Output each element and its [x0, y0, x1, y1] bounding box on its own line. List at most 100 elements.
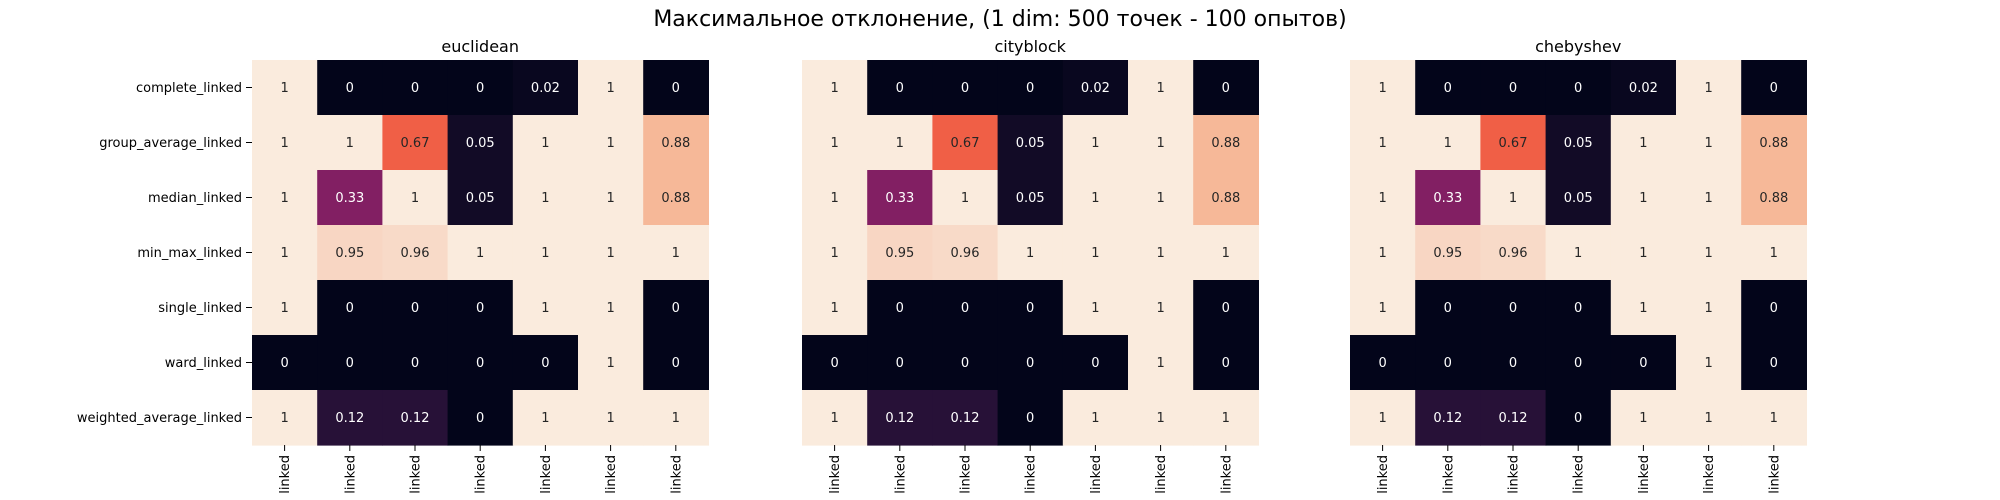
- heatmap-cell: [578, 115, 644, 171]
- x-tick-label: linked: [1441, 455, 1456, 494]
- heatmap-cell: [578, 60, 644, 116]
- x-tick-label: linked: [1154, 455, 1169, 494]
- cell-value-label: 0.88: [661, 191, 690, 206]
- cell-value-label: 1: [1156, 246, 1164, 261]
- heatmap-cell: [1545, 60, 1612, 116]
- heatmap-cell: [867, 335, 933, 391]
- heatmap-cell: [1415, 390, 1481, 446]
- heatmap-cell: [252, 170, 318, 226]
- cell-value-label: 0.95: [885, 246, 914, 261]
- heatmap-cell: [1062, 280, 1129, 336]
- heatmap-cell: [1193, 225, 1259, 281]
- heatmap-cell: [867, 390, 933, 446]
- heatmap-cell: [1676, 170, 1742, 226]
- heatmap-cell: [1415, 280, 1481, 336]
- cell-value-label: 1: [280, 301, 288, 316]
- cell-value-label: 0.33: [1433, 191, 1462, 206]
- cell-value-label: 0: [1026, 81, 1034, 96]
- heatmap-cell: [447, 60, 514, 116]
- heatmap-cell: [578, 170, 644, 226]
- heatmap-cell: [382, 170, 449, 226]
- heatmap-cell: [997, 170, 1064, 226]
- cell-value-label: 1: [1091, 136, 1099, 151]
- heatmap-cell: [1480, 280, 1547, 336]
- heatmap-cell: [447, 115, 514, 171]
- heatmap-cell: [867, 60, 933, 116]
- cell-value-label: 1: [1770, 411, 1778, 426]
- cell-value-label: 1: [1704, 411, 1712, 426]
- heatmap-cell: [512, 335, 579, 391]
- heatmap-cell: [512, 280, 579, 336]
- cell-value-label: 1: [830, 191, 838, 206]
- y-tick-label: weighted_average_linked: [77, 411, 242, 426]
- heatmap-cell: [643, 60, 709, 116]
- heatmap-cell: [932, 390, 999, 446]
- x-tick-label: linked: [1024, 455, 1039, 494]
- cell-value-label: 1: [830, 246, 838, 261]
- heatmap-cell: [997, 335, 1064, 391]
- y-tick-label: complete_linked: [136, 81, 242, 96]
- heatmap-cell: [1676, 60, 1742, 116]
- cell-value-label: 1: [1444, 136, 1452, 151]
- cell-value-label: 1: [1378, 246, 1386, 261]
- cell-value-label: 0: [476, 411, 484, 426]
- cell-value-label: 1: [1156, 411, 1164, 426]
- cell-value-label: 1: [1091, 246, 1099, 261]
- heatmap-cell: [1676, 390, 1742, 446]
- cell-value-label: 0: [346, 301, 354, 316]
- heatmap-cell: [802, 280, 868, 336]
- cell-value-label: 1: [541, 246, 549, 261]
- cell-value-label: 0: [1444, 81, 1452, 96]
- heatmap-cell: [447, 390, 514, 446]
- cell-value-label: 0: [1222, 301, 1230, 316]
- cell-value-label: 0: [411, 356, 419, 371]
- x-tick-label: linked: [343, 455, 358, 494]
- cell-value-label: 0: [1770, 356, 1778, 371]
- heatmap-cell: [1741, 170, 1807, 226]
- heatmap-cell: [643, 280, 709, 336]
- cell-value-label: 1: [1378, 81, 1386, 96]
- cell-value-label: 1: [541, 301, 549, 316]
- cell-value-label: 0: [1574, 301, 1582, 316]
- heatmap-cell: [1128, 60, 1194, 116]
- heatmap-cell: [1610, 390, 1677, 446]
- cell-value-label: 1: [541, 136, 549, 151]
- heatmap-cell: [643, 225, 709, 281]
- heatmap-cell: [1062, 225, 1129, 281]
- heatmap-cell: [252, 335, 318, 391]
- cell-value-label: 0: [476, 356, 484, 371]
- heatmap-cell: [932, 60, 999, 116]
- heatmap-cell: [802, 390, 868, 446]
- cell-value-label: 1: [1509, 191, 1517, 206]
- heatmap-cell: [1480, 225, 1547, 281]
- heatmap-cell: [1350, 60, 1416, 116]
- cell-value-label: 1: [606, 411, 614, 426]
- heatmap-cell: [252, 390, 318, 446]
- cell-value-label: 1: [606, 191, 614, 206]
- cell-value-label: 0.67: [1499, 136, 1528, 151]
- y-tick-label: min_max_linked: [137, 246, 242, 261]
- y-tick-label: group_average_linked: [99, 136, 242, 151]
- heatmap-cell: [317, 335, 383, 391]
- heatmap-cell: [447, 280, 514, 336]
- cell-value-label: 1: [1156, 356, 1164, 371]
- cell-value-label: 0.05: [466, 136, 495, 151]
- cell-value-label: 1: [1639, 246, 1647, 261]
- heatmap-cell: [317, 280, 383, 336]
- heatmap-cell: [382, 335, 449, 391]
- cell-value-label: 1: [1639, 411, 1647, 426]
- heatmap-cell: [1545, 115, 1612, 171]
- heatmap-cell: [1128, 335, 1194, 391]
- heatmap-cell: [802, 335, 868, 391]
- cell-value-label: 0: [411, 301, 419, 316]
- heatmap-cell: [1062, 335, 1129, 391]
- heatmap-cell: [1350, 225, 1416, 281]
- heatmap-cell: [643, 390, 709, 446]
- heatmap-cell: [1480, 115, 1547, 171]
- heatmap-cell: [932, 280, 999, 336]
- cell-value-label: 1: [830, 81, 838, 96]
- heatmap-cell: [1741, 335, 1807, 391]
- heatmap-cell: [1193, 170, 1259, 226]
- x-tick-label: linked: [669, 455, 684, 494]
- cell-value-label: 0: [476, 81, 484, 96]
